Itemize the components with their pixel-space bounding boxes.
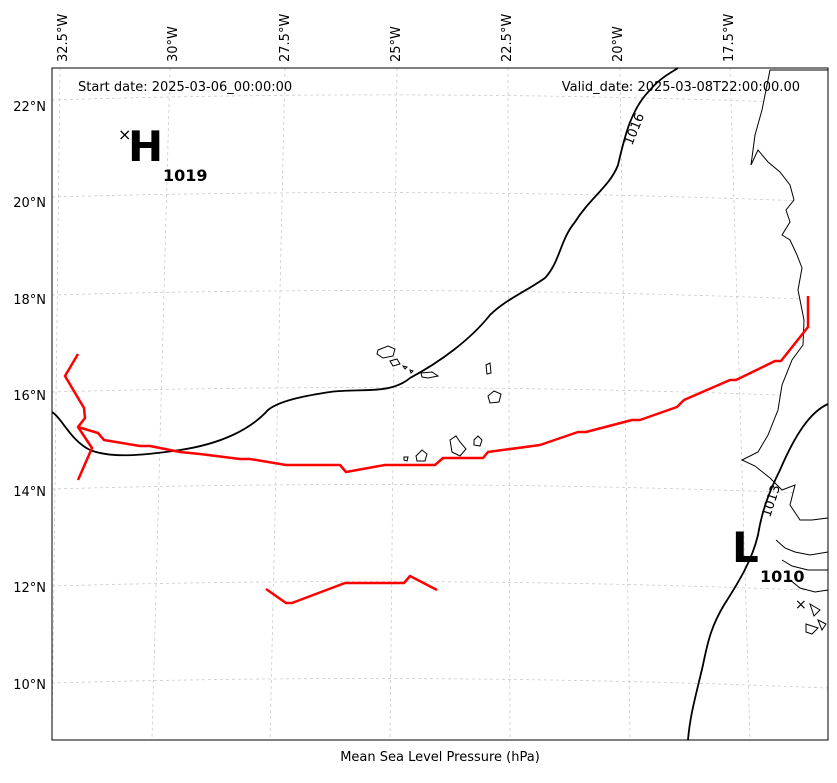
graticule bbox=[51, 67, 829, 741]
lat-label: 20°N bbox=[13, 196, 46, 211]
trough-line-south bbox=[265, 574, 438, 605]
lon-label: 20°W bbox=[611, 26, 626, 62]
lon-label: 27.5°W bbox=[278, 14, 293, 62]
map-frame bbox=[51, 67, 829, 741]
valid-date-label: Valid_date: 2025-03-08T22:00:00.00 bbox=[562, 80, 800, 95]
isobar-1013 bbox=[687, 403, 829, 741]
isobar-1016 bbox=[51, 67, 679, 457]
trough-line-main bbox=[77, 296, 810, 474]
lat-label: 22°N bbox=[13, 100, 46, 115]
isobar-label-1016: 1016 bbox=[622, 111, 648, 147]
high-center-symbol: H bbox=[128, 122, 163, 171]
high-center-marker: × bbox=[118, 125, 131, 144]
latitude-labels: 22°N 20°N 18°N 16°N 14°N 12°N 10°N bbox=[13, 100, 46, 693]
lon-label: 22.5°W bbox=[500, 14, 515, 62]
lon-label: 32.5°W bbox=[56, 14, 71, 62]
trough-line-west bbox=[63, 353, 94, 481]
low-center-value: 1010 bbox=[760, 567, 805, 586]
longitude-labels: 32.5°W 30°W 27.5°W 25°W 22.5°W 20°W 17.5… bbox=[56, 14, 737, 62]
low-center-symbol: L bbox=[732, 523, 759, 572]
coastal-inlets bbox=[775, 539, 829, 635]
isobar-label-1013: 1013 bbox=[760, 483, 784, 519]
lat-label: 12°N bbox=[13, 581, 46, 596]
start-date-label: Start date: 2025-03-06_00:00:00 bbox=[78, 80, 292, 95]
x-axis-title: Mean Sea Level Pressure (hPa) bbox=[340, 750, 540, 765]
high-center-value: 1019 bbox=[163, 166, 208, 185]
lat-label: 10°N bbox=[13, 678, 46, 693]
lat-label: 14°N bbox=[13, 485, 46, 500]
lon-label: 30°W bbox=[166, 26, 181, 62]
low-center-marker: × bbox=[795, 597, 807, 613]
cape-verde-islands bbox=[376, 345, 502, 462]
lat-label: 16°N bbox=[13, 389, 46, 404]
lon-label: 25°W bbox=[389, 26, 404, 62]
lon-label: 17.5°W bbox=[722, 14, 737, 62]
lat-label: 18°N bbox=[13, 293, 46, 308]
africa-coastline bbox=[740, 69, 829, 740]
